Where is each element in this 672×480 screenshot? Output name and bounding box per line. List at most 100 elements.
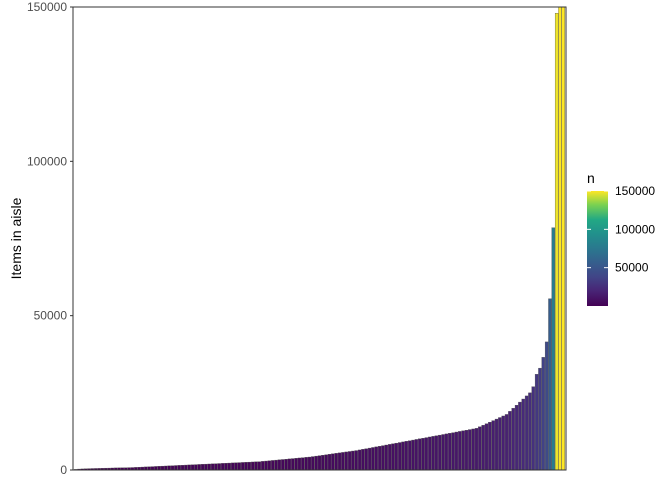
bar (434, 435, 439, 471)
y-tick-label: 100000 (27, 154, 67, 168)
legend-tick-label: 100000 (615, 222, 655, 236)
bar (354, 450, 358, 471)
bar (197, 464, 201, 471)
bar (164, 465, 168, 471)
bars-group (73, 6, 566, 471)
y-tick-label: 0 (60, 463, 67, 477)
legend-title: n (587, 170, 595, 186)
bar (237, 462, 242, 471)
bar (538, 367, 542, 471)
bar (381, 445, 385, 471)
bar (190, 464, 195, 471)
bar (541, 357, 545, 471)
bar (277, 459, 282, 471)
bar (337, 452, 342, 471)
bar (271, 460, 275, 471)
bar (478, 426, 482, 471)
bar (307, 456, 312, 471)
bar (431, 436, 435, 471)
bar (524, 395, 529, 471)
bar (421, 438, 425, 471)
bar (180, 465, 185, 471)
bar (297, 457, 302, 471)
bar (377, 446, 382, 471)
bar (317, 455, 322, 471)
bar (387, 444, 392, 471)
bar (301, 457, 305, 471)
bar (170, 465, 175, 471)
bar (254, 461, 258, 471)
bar (331, 453, 335, 471)
bar (264, 460, 268, 471)
bar (257, 461, 262, 471)
bar (341, 452, 345, 471)
bar (411, 439, 415, 471)
bar (504, 414, 509, 471)
bar (528, 392, 532, 471)
bar (448, 433, 452, 471)
bar (404, 441, 409, 471)
bar (488, 421, 492, 471)
bar (441, 434, 445, 471)
bar (291, 458, 295, 471)
bar (200, 464, 205, 471)
bar (508, 411, 512, 471)
bar (458, 431, 462, 471)
bar (207, 463, 211, 471)
bar (511, 408, 515, 471)
bar (274, 459, 278, 471)
bar (357, 449, 362, 471)
y-tick-label: 150000 (27, 0, 67, 14)
bar (414, 439, 419, 471)
bar (384, 444, 388, 471)
bar (244, 462, 248, 471)
bar (194, 464, 198, 471)
bar (521, 398, 525, 471)
bar (367, 447, 372, 471)
y-axis: 0 50000 100000 150000 (27, 0, 73, 477)
bar (464, 430, 469, 471)
plot-panel-border (72, 6, 567, 471)
bar (311, 456, 315, 471)
bar (220, 463, 225, 471)
bar (174, 465, 178, 471)
bar (544, 341, 549, 471)
bar (364, 448, 368, 471)
bar (154, 466, 158, 471)
bar (251, 461, 255, 471)
legend: n 50000 100000 150000 (587, 170, 655, 306)
bar (314, 455, 318, 471)
bar (501, 415, 505, 471)
bar (177, 465, 181, 471)
bar (261, 461, 265, 471)
bar (468, 429, 472, 471)
bar (324, 454, 328, 471)
bar (224, 463, 228, 471)
bar (454, 431, 459, 471)
bar (391, 443, 395, 471)
bar (344, 451, 348, 471)
bar (461, 430, 465, 471)
bar (150, 466, 155, 471)
bar (554, 12, 559, 471)
bar (204, 463, 208, 471)
bar (444, 433, 449, 471)
bar (327, 454, 332, 471)
bar (514, 405, 519, 471)
y-axis-title: Items in aisle (8, 197, 24, 279)
bar (481, 425, 485, 471)
bar (230, 462, 235, 471)
bar (518, 401, 522, 471)
bar (157, 466, 161, 471)
legend-ticks: 50000 100000 150000 (587, 184, 655, 275)
bar (334, 453, 338, 471)
bar (247, 461, 252, 471)
bar (217, 463, 221, 471)
bar (214, 463, 218, 471)
legend-tick-label: 150000 (615, 184, 655, 198)
legend-tick-label: 50000 (615, 261, 649, 275)
bar (287, 458, 292, 471)
bar (394, 442, 399, 471)
bar (397, 442, 402, 471)
